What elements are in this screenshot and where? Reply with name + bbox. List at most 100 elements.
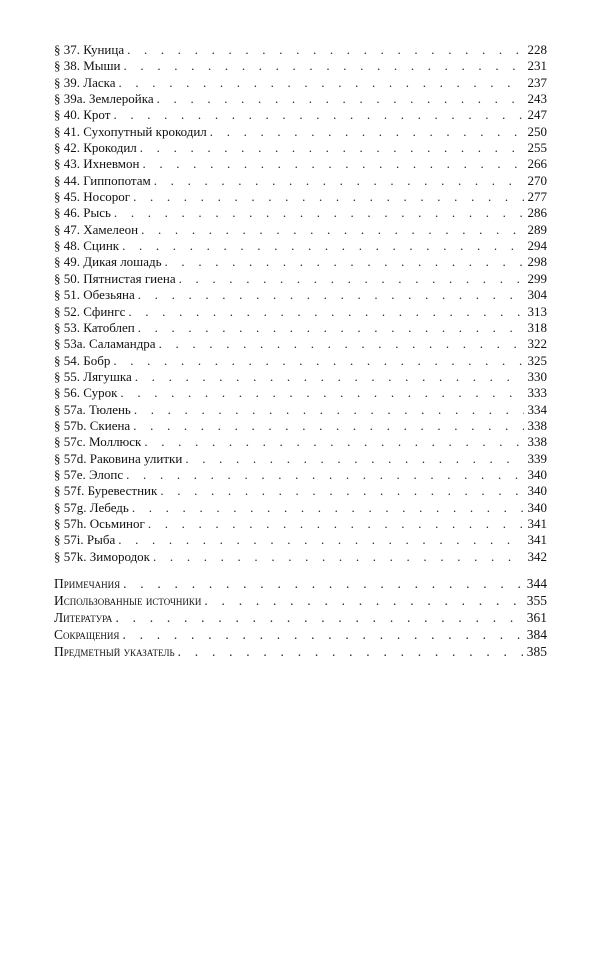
dot-leader [142, 156, 523, 172]
entry-page-number: 325 [527, 352, 548, 368]
toc-entry: § 54. Бобр 325 [54, 353, 547, 369]
toc-entry: § 50. Пятнистая гиена 299 [54, 271, 547, 287]
dot-leader [185, 451, 523, 467]
entry-page-number: 341 [527, 532, 548, 548]
dot-leader [120, 385, 523, 401]
entry-page-number: 330 [527, 368, 548, 384]
toc-entry: § 57b. Скиена 338 [54, 418, 547, 434]
entry-page-number: 298 [527, 254, 548, 270]
table-of-contents: § 37. Куница 228 § 38. Мыши 231 § 39. Ласка 2… [54, 42, 547, 565]
toc-entry: Предметный указатель 385 [54, 643, 547, 660]
entry-page-number: 250 [527, 123, 548, 139]
entry-title: § 45. Носорог [54, 189, 131, 205]
entry-title: Литература [54, 610, 113, 625]
toc-entry: § 57d. Раковина улитки 339 [54, 451, 547, 467]
entry-title: § 56. Сурок [54, 385, 118, 401]
entry-page-number: 384 [526, 627, 547, 642]
dot-leader [134, 402, 524, 418]
dot-leader [113, 107, 523, 123]
entry-page-number: 318 [527, 319, 548, 335]
entry-page-number: 277 [527, 189, 548, 205]
entry-title: § 57h. Осьминог [54, 515, 145, 531]
toc-entry: Сокращения 384 [54, 626, 547, 643]
dot-leader [118, 532, 523, 548]
entry-page-number: 334 [527, 401, 548, 417]
dot-leader [138, 320, 524, 336]
entry-page-number: 304 [527, 287, 548, 303]
dot-leader [159, 336, 524, 352]
entry-title: § 39. Ласка [54, 74, 116, 90]
entry-title: § 57k. Зимородок [54, 548, 151, 564]
toc-entry: § 53а. Саламандра 322 [54, 336, 547, 352]
toc-entry: § 57k. Зимородок 342 [54, 549, 547, 565]
entry-title: § 57g. Лебедь [54, 499, 129, 515]
entry-page-number: 228 [527, 42, 548, 57]
dot-leader [178, 643, 523, 660]
entry-page-number: 339 [527, 450, 548, 466]
entry-page-number: 313 [527, 303, 548, 319]
toc-entry: § 55. Лягушка 330 [54, 369, 547, 385]
toc-entry: Литература 361 [54, 609, 547, 626]
entry-page-number: 294 [527, 238, 548, 254]
dot-leader [204, 592, 522, 609]
entry-page-number: 299 [527, 270, 548, 286]
dot-leader [132, 500, 524, 516]
entry-page-number: 289 [527, 221, 548, 237]
toc-entry: § 45. Носорог 277 [54, 189, 547, 205]
toc-entry: § 41. Сухопутный крокодил 250 [54, 124, 547, 140]
toc-entry: § 37. Куница 228 [54, 42, 547, 58]
entry-title: § 55. Лягушка [54, 368, 132, 384]
entry-title: § 57f. Буревестник [54, 483, 158, 499]
dot-leader [127, 42, 523, 58]
entry-title: § 51. Обезьяна [54, 287, 135, 303]
dot-leader [133, 418, 523, 434]
toc-entry: § 48. Сцинк 294 [54, 238, 547, 254]
dot-leader [153, 549, 523, 565]
toc-entry: § 53. Катоблеп 318 [54, 320, 547, 336]
dot-leader [141, 222, 523, 238]
entry-page-number: 355 [526, 593, 547, 608]
dot-leader [133, 189, 523, 205]
entry-title: § 50. Пятнистая гиена [54, 270, 176, 286]
entry-title: § 57e. Элопс [54, 466, 124, 482]
entry-page-number: 322 [527, 336, 548, 352]
entry-page-number: 237 [527, 74, 548, 90]
entry-title: § 44. Гиппопотам [54, 172, 151, 188]
entry-page-number: 270 [527, 172, 548, 188]
toc-entry: § 57e. Элопс 340 [54, 467, 547, 483]
entry-page-number: 341 [527, 515, 548, 531]
toc-entry: § 39а. Землеройка 243 [54, 91, 547, 107]
toc-entry: § 42. Крокодил 255 [54, 140, 547, 156]
dot-leader [123, 575, 523, 592]
toc-entry: § 57g. Лебедь 340 [54, 500, 547, 516]
entry-title: § 52. Сфингс [54, 303, 126, 319]
entry-title: § 54. Бобр [54, 352, 111, 368]
dot-leader [126, 467, 523, 483]
toc-entry: § 46. Рысь 286 [54, 205, 547, 221]
back-matter-contents: Примечания 344 Использованные источники 355… [54, 575, 547, 660]
entry-page-number: 231 [527, 58, 548, 74]
entry-page-number: 342 [527, 548, 548, 564]
entry-title: § 57d. Раковина улитки [54, 450, 183, 466]
dot-leader [122, 238, 523, 254]
toc-entry: § 57c. Моллюск 338 [54, 434, 547, 450]
entry-title: § 57c. Моллюск [54, 434, 142, 450]
entry-title: § 41. Сухопутный крокодил [54, 123, 207, 139]
entry-page-number: 333 [527, 385, 548, 401]
dot-leader [140, 140, 524, 156]
entry-title: § 37. Куница [54, 42, 125, 57]
entry-page-number: 255 [527, 140, 548, 156]
entry-title: § 57i. Рыба [54, 532, 116, 548]
dot-leader [144, 434, 523, 450]
entry-page-number: 338 [527, 434, 548, 450]
entry-title: § 57b. Скиена [54, 417, 131, 433]
entry-title: § 46. Рысь [54, 205, 111, 221]
toc-entry: § 39. Ласка 237 [54, 75, 547, 91]
toc-entry: § 51. Обезьяна 304 [54, 287, 547, 303]
entry-page-number: 340 [527, 483, 548, 499]
entry-title: Примечания [54, 576, 121, 591]
entry-page-number: 344 [526, 576, 547, 591]
dot-leader [114, 205, 524, 221]
dot-leader [115, 609, 522, 626]
dot-leader [157, 91, 524, 107]
